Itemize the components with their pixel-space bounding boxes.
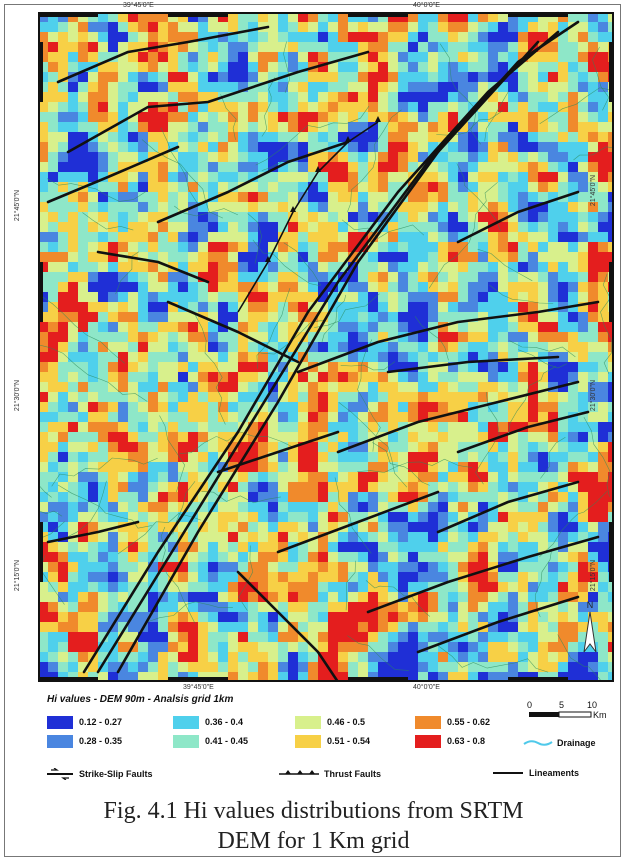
scale-bar: 0 5 10 Km <box>527 700 607 720</box>
coord-left-1: 21°45'0"N <box>14 189 22 222</box>
legend-label-5: 0.46 - 0.5 <box>327 717 366 727</box>
legend-title: Hi values - DEM 90m - Analsis grid 1km <box>47 694 234 705</box>
coord-left-3: 21°15'0"N <box>14 559 22 592</box>
figure-caption: Fig. 4.1 Hi values distributions from SR… <box>0 796 627 856</box>
coord-bottom-1: 39°45'0"E <box>183 684 214 691</box>
scale-tick-0: 0 <box>527 700 532 710</box>
legend-class-5: 0.46 - 0.5 <box>295 714 365 730</box>
legend-swatch-7 <box>415 715 441 729</box>
legend-swatch-3 <box>173 715 199 729</box>
legend-class-6: 0.51 - 0.54 <box>295 733 370 749</box>
hi-values-map: N 39°45'0"E 40°0'0"E 39°45'0"E 40°0'0"E … <box>14 2 614 691</box>
legend-strike-slip-label: Strike-Slip Faults <box>79 769 153 779</box>
legend-drainage: Drainage <box>523 738 596 748</box>
coord-top-1: 39°45'0"E <box>123 2 154 9</box>
scale-tick-10: 10 <box>587 700 597 710</box>
legend-label-3: 0.36 - 0.4 <box>205 717 244 727</box>
caption-line-2: DEM for 1 Km grid <box>217 828 410 854</box>
legend-label-2: 0.28 - 0.35 <box>79 736 123 746</box>
scale-unit: Km <box>593 710 607 720</box>
legend-thrust-label: Thrust Faults <box>324 769 382 779</box>
drainage-network <box>38 41 614 682</box>
north-label: N <box>587 600 594 610</box>
lineament-symbol <box>493 772 523 774</box>
coord-right-1: 21°45'0"N <box>590 174 598 207</box>
drainage-symbol <box>523 740 553 746</box>
legend-swatch-1 <box>47 715 73 729</box>
legend-swatch-2 <box>47 734 73 748</box>
legend-lineaments: Lineaments <box>491 768 579 778</box>
legend-thrust: Thrust Faults <box>277 768 381 780</box>
coord-top-2: 40°0'0"E <box>413 2 440 9</box>
north-arrow: N <box>583 600 597 653</box>
strike-slip-symbol <box>47 768 73 780</box>
coord-bottom-2: 40°0'0"E <box>413 684 440 691</box>
legend-class-4: 0.41 - 0.45 <box>173 733 248 749</box>
legend-strike-slip: Strike-Slip Faults <box>45 768 153 780</box>
map-canvas: N <box>38 12 614 682</box>
legend-label-6: 0.51 - 0.54 <box>327 736 371 746</box>
legend-class-8: 0.63 - 0.8 <box>415 733 485 749</box>
coord-right-3: 21°15'0"N <box>590 559 598 592</box>
legend-class-3: 0.36 - 0.4 <box>173 714 243 730</box>
legend-swatch-4 <box>173 734 199 748</box>
legend-label-7: 0.55 - 0.62 <box>447 717 491 727</box>
legend-swatch-5 <box>295 715 321 729</box>
coord-right-2: 21°30'0"N <box>590 379 598 412</box>
legend-drainage-label: Drainage <box>557 738 596 748</box>
map-border-ticks <box>38 12 614 682</box>
legend-swatch-8 <box>415 734 441 748</box>
scale-tick-5: 5 <box>559 700 564 710</box>
legend-label-4: 0.41 - 0.45 <box>205 736 249 746</box>
caption-line-1: Fig. 4.1 Hi values distributions from SR… <box>103 798 524 824</box>
legend-label-8: 0.63 - 0.8 <box>447 736 486 746</box>
legend-swatch-6 <box>295 734 321 748</box>
legend-label-1: 0.12 - 0.27 <box>79 717 123 727</box>
legend-lineaments-label: Lineaments <box>529 768 580 778</box>
fault-lines <box>46 20 600 682</box>
legend-class-7: 0.55 - 0.62 <box>415 714 490 730</box>
legend-class-1: 0.12 - 0.27 <box>47 714 122 730</box>
legend-class-2: 0.28 - 0.35 <box>47 733 122 749</box>
thrust-symbol <box>279 770 319 775</box>
coord-left-2: 21°30'0"N <box>14 379 22 412</box>
map-legend: Hi values - DEM 90m - Analsis grid 1km 0… <box>45 692 615 792</box>
